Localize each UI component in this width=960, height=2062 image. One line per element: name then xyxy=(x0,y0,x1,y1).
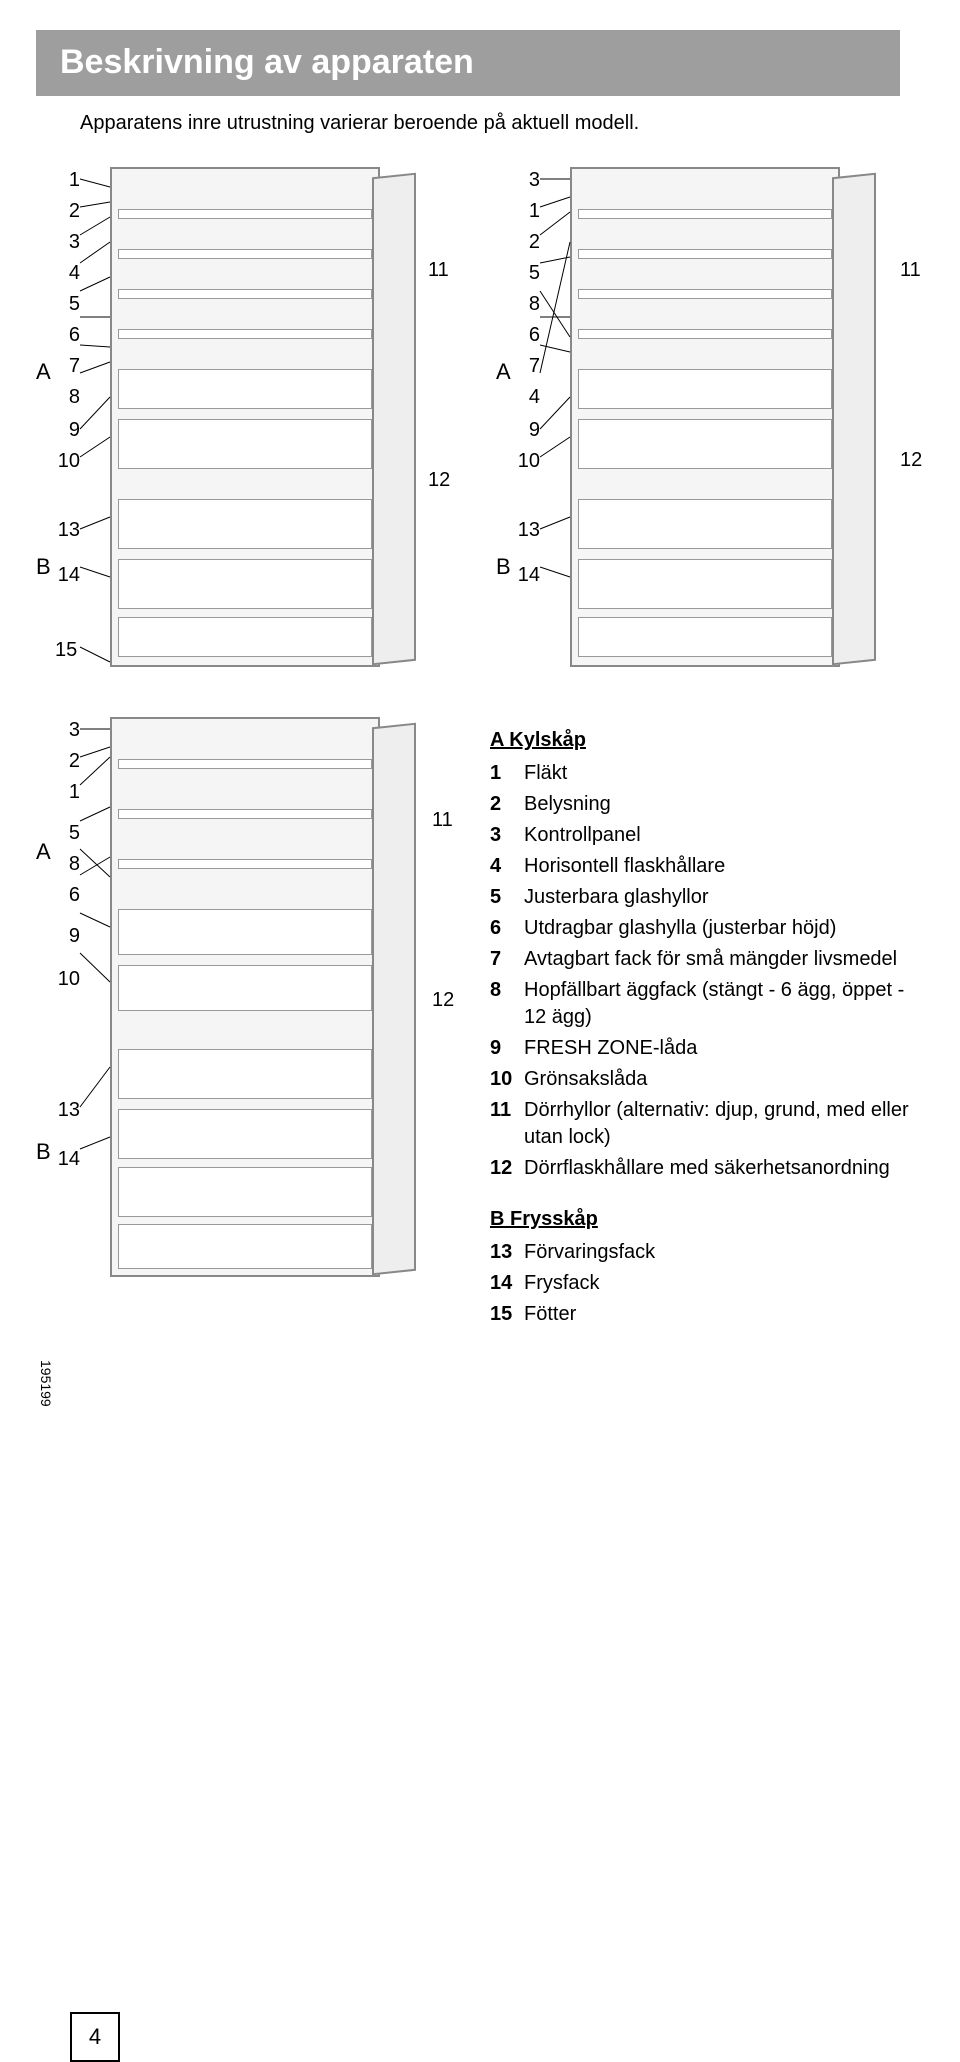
legend: A Kylskåp 1Fläkt 2Belysning 3Kontrollpan… xyxy=(490,707,960,1328)
d1-bottom-labels: 13 14 xyxy=(50,517,80,593)
d3-r12: 12 xyxy=(432,987,454,1014)
fridge-illustration-1 xyxy=(110,167,380,667)
page-number: 4 xyxy=(70,2012,120,2062)
diagram-3-area: 3 2 1 5 8 6 9 10 A 13 14 B xyxy=(0,707,470,1347)
d1-mid-labels: 9 10 xyxy=(50,417,80,479)
d1-letter-b: B xyxy=(36,552,51,582)
d1-foot-label: 15 xyxy=(55,637,77,664)
legend-a-head: A Kylskåp xyxy=(490,727,920,754)
d2-r12: 12 xyxy=(900,447,922,474)
d3-top-labels: 3 2 1 5 8 6 9 10 xyxy=(50,717,80,997)
legend-b-head: B Frysskåp xyxy=(490,1206,920,1233)
lower-section: 3 2 1 5 8 6 9 10 A 13 14 B xyxy=(0,707,960,1972)
d3-letter-b: B xyxy=(36,1137,51,1167)
top-diagrams: 1 2 3 4 5 6 7 8 A 9 10 13 14 B 15 xyxy=(0,157,960,697)
d3-r11: 11 xyxy=(432,807,453,834)
d1-r11: 11 xyxy=(428,257,449,284)
fridge-illustration-3 xyxy=(110,717,380,1277)
d2-mid-labels: 9 10 xyxy=(510,417,540,479)
legend-a-list: 1Fläkt 2Belysning 3Kontrollpanel 4Horiso… xyxy=(490,760,920,1182)
d1-top-labels: 1 2 3 4 5 6 7 8 xyxy=(50,167,80,415)
d2-bottom-labels: 13 14 xyxy=(510,517,540,593)
d1-r12: 12 xyxy=(428,467,450,494)
fridge-illustration-2 xyxy=(570,167,840,667)
d1-letter-a: A xyxy=(36,357,51,387)
d3-letter-a: A xyxy=(36,837,51,867)
d2-top-labels: 3 1 2 5 8 6 7 4 xyxy=(510,167,540,415)
page-title: Beskrivning av apparaten xyxy=(36,30,900,96)
legend-b-list: 13Förvaringsfack 14Frysfack 15Fötter xyxy=(490,1239,920,1328)
d3-bottom-labels: 13 14 xyxy=(50,1097,80,1177)
d2-r11: 11 xyxy=(900,257,921,284)
d2-letter-a: A xyxy=(496,357,511,387)
doc-id: 195199 xyxy=(36,1360,55,1407)
intro-text: Apparatens inre utrustning varierar bero… xyxy=(80,110,900,137)
d2-letter-b: B xyxy=(496,552,511,582)
